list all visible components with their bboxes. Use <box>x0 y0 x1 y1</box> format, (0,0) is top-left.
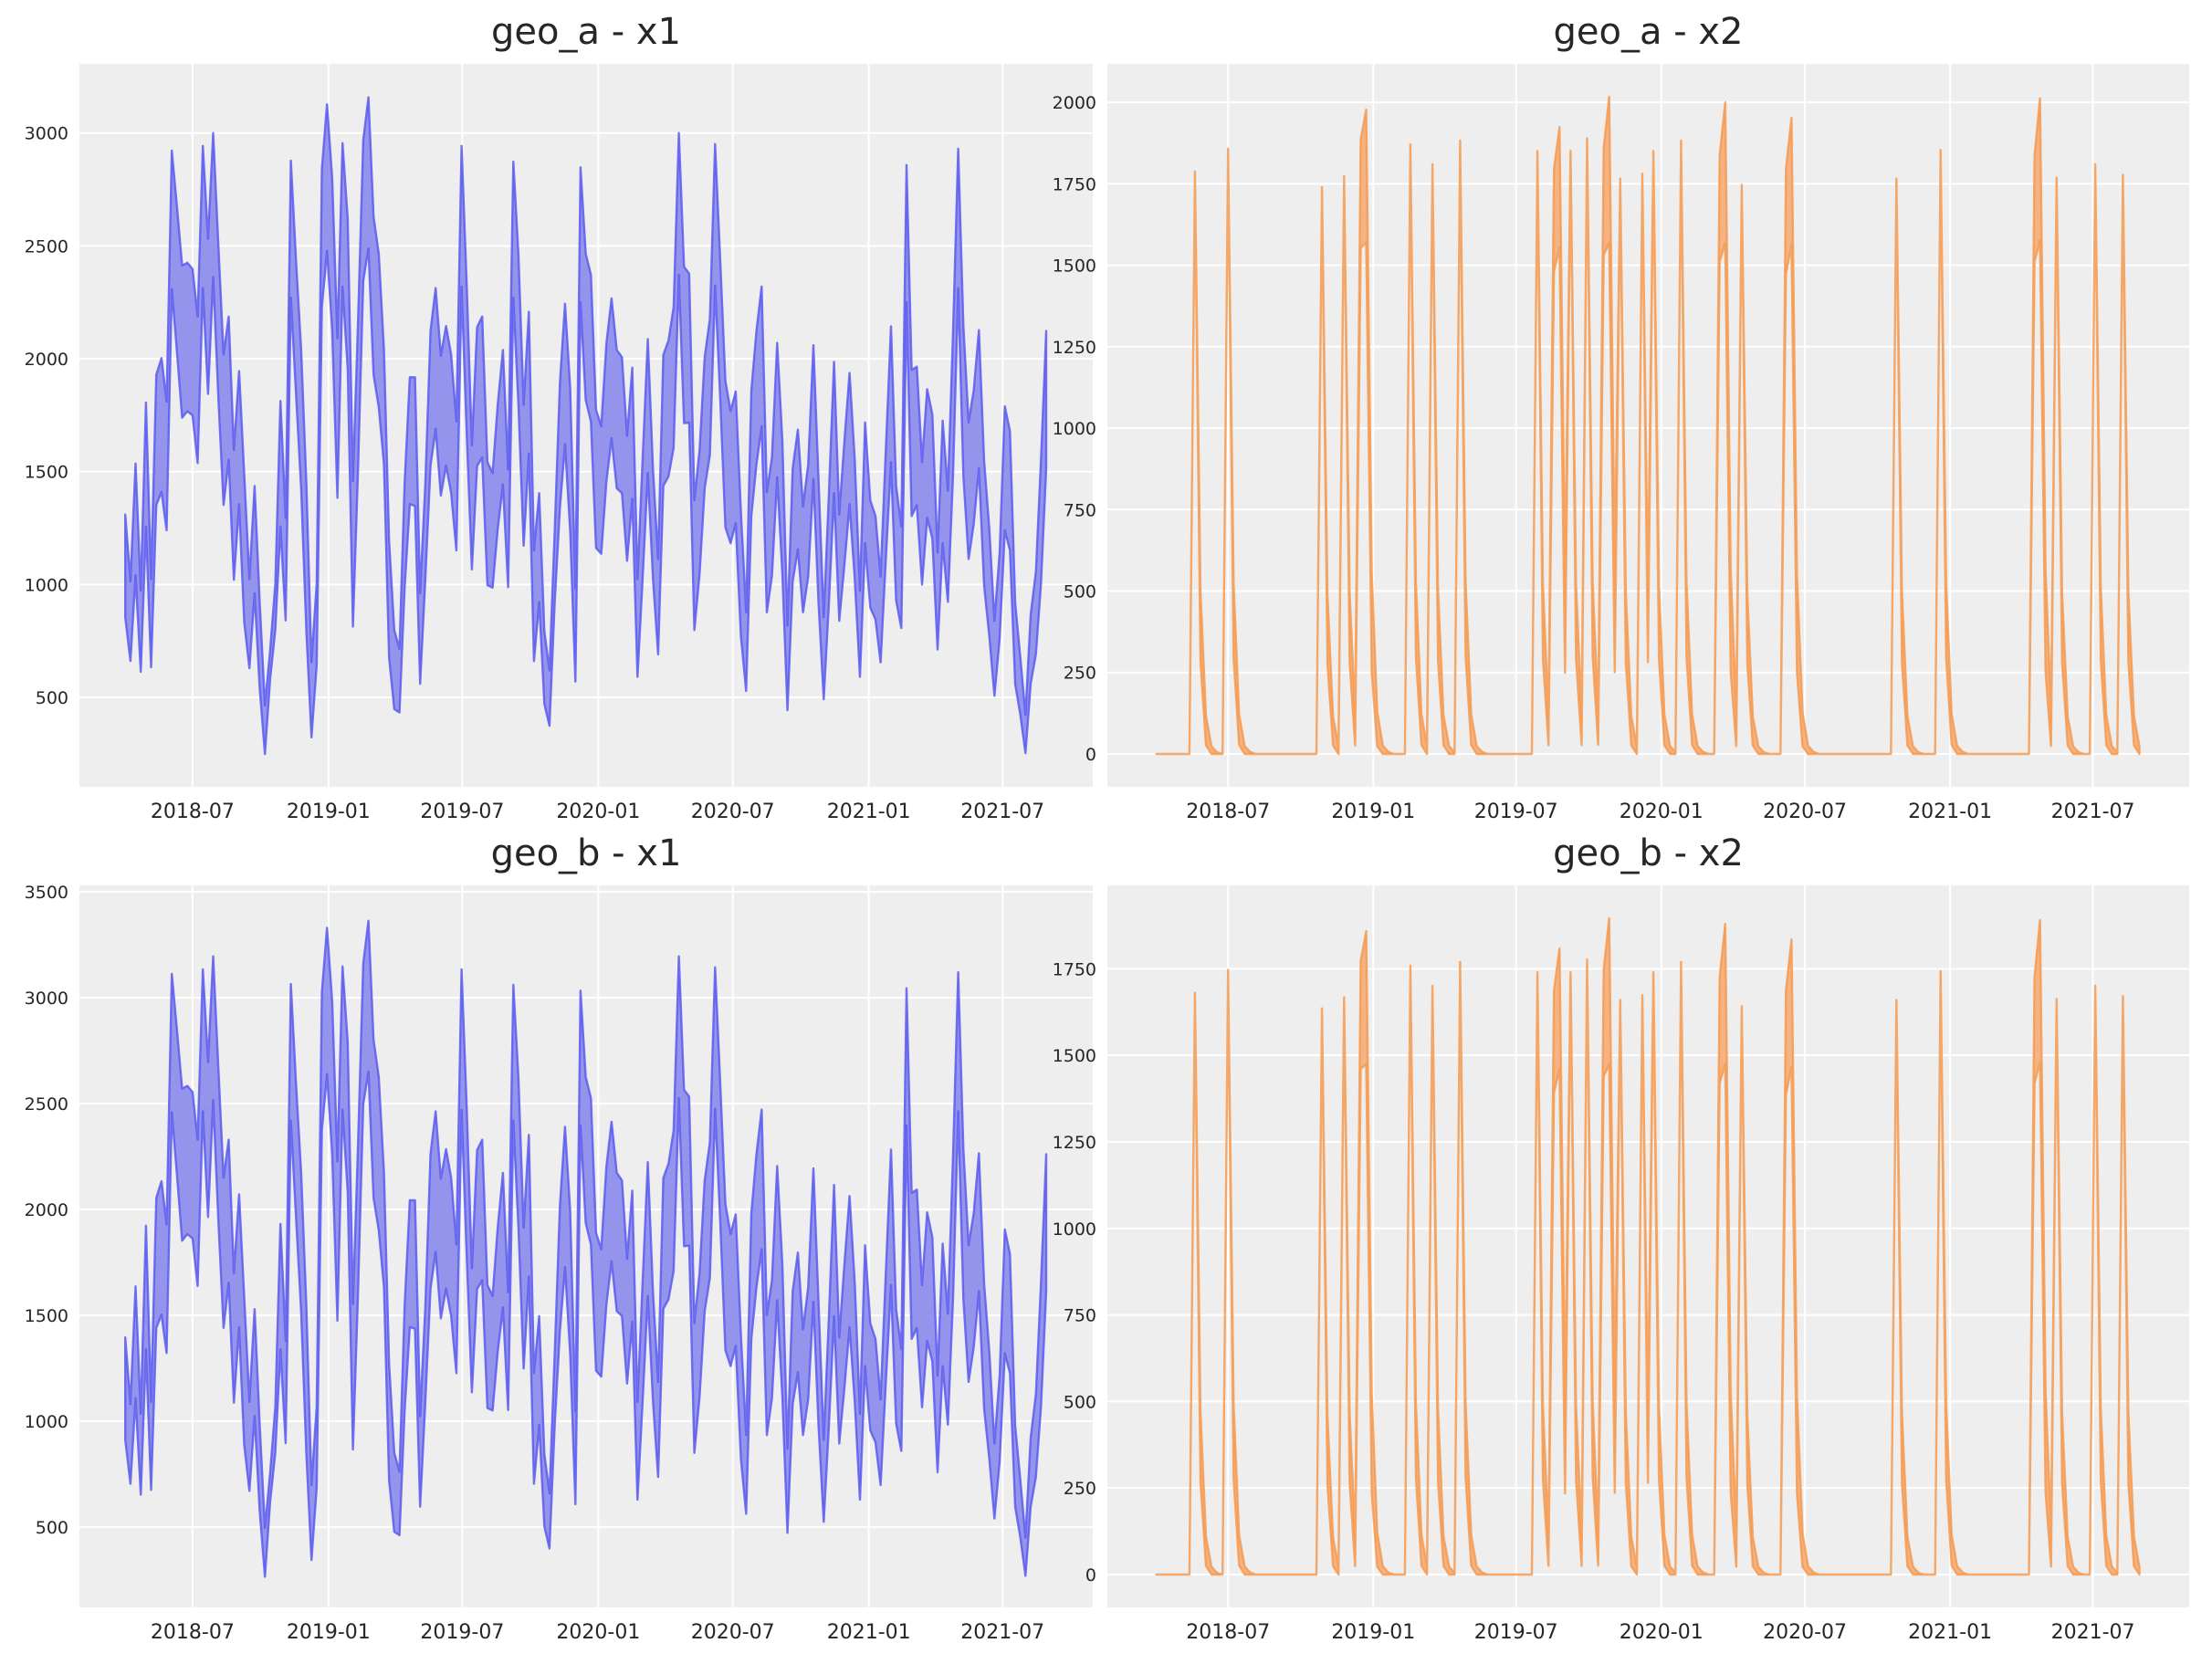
y-tick-label: 500 <box>36 688 68 708</box>
y-tick-label: 250 <box>1064 664 1096 684</box>
credible-interval-band <box>124 919 1048 1578</box>
y-tick-label: 1500 <box>1053 256 1096 277</box>
y-tick-label: 1000 <box>1053 419 1096 439</box>
y-tick-label: 1250 <box>1053 338 1096 358</box>
x-tick-label: 2021-07 <box>960 801 1044 823</box>
x-tick-label: 2019-01 <box>287 1621 371 1644</box>
x-tick-label: 2019-07 <box>1474 1621 1558 1644</box>
x-tick-label: 2021-01 <box>1908 1621 1992 1644</box>
x-tick-label: 2020-01 <box>1620 801 1704 823</box>
subplot-title: geo_b - x2 <box>1553 832 1744 874</box>
y-tick-label: 250 <box>1064 1479 1096 1499</box>
x-tick-label: 2020-07 <box>1763 1621 1847 1644</box>
y-tick-label: 500 <box>36 1518 68 1538</box>
y-tick-label: 2000 <box>25 1200 68 1220</box>
x-tick-label: 2020-01 <box>556 1621 640 1644</box>
x-tick-label: 2021-01 <box>827 1621 911 1644</box>
x-tick-label: 2020-01 <box>1620 1621 1704 1644</box>
y-tick-label: 1500 <box>25 1306 68 1326</box>
x-tick-label: 2018-07 <box>1186 801 1270 823</box>
x-tick-label: 2019-01 <box>1331 801 1415 823</box>
x-tick-label: 2018-07 <box>151 1621 235 1644</box>
y-tick-label: 1000 <box>25 1412 68 1432</box>
x-tick-label: 2020-07 <box>1763 801 1847 823</box>
x-tick-label: 2021-07 <box>2051 801 2135 823</box>
x-tick-label: 2021-01 <box>827 801 911 823</box>
y-tick-label: 1000 <box>25 575 68 595</box>
x-tick-label: 2019-01 <box>1331 1621 1415 1644</box>
y-tick-label: 2000 <box>1053 93 1096 113</box>
x-tick-label: 2020-07 <box>691 801 775 823</box>
y-tick-label: 2000 <box>25 350 68 370</box>
x-tick-label: 2021-07 <box>960 1621 1044 1644</box>
y-tick-label: 1250 <box>1053 1133 1096 1153</box>
x-tick-label: 2019-01 <box>287 801 371 823</box>
y-tick-label: 500 <box>1064 1392 1096 1412</box>
y-tick-label: 0 <box>1085 1565 1096 1586</box>
x-tick-label: 2018-07 <box>151 801 235 823</box>
credible-interval-band <box>1155 95 2141 756</box>
y-tick-label: 3000 <box>25 124 68 144</box>
subplot-geo-b-x2: geo_b - x2 0 250 500 750 1000 1250 1500 1750 201… <box>1053 832 2189 1644</box>
subplot-title: geo_a - x1 <box>491 11 681 53</box>
y-tick-label: 3500 <box>25 883 68 903</box>
subplot-title: geo_b - x1 <box>491 832 682 874</box>
y-tick-label: 1500 <box>25 463 68 483</box>
y-tick-label: 750 <box>1064 1306 1096 1326</box>
x-tick-label: 2019-07 <box>1474 801 1558 823</box>
credible-interval-band <box>124 96 1048 756</box>
x-tick-label: 2021-07 <box>2051 1621 2135 1644</box>
subplot-geo-a-x1: geo_a - x1 500100015002000250030002018-0… <box>25 11 1093 823</box>
x-tick-label: 2020-01 <box>556 801 640 823</box>
y-tick-label: 750 <box>1064 500 1096 520</box>
y-tick-label: 2500 <box>25 236 68 256</box>
y-tick-label: 1500 <box>1053 1046 1096 1066</box>
y-tick-label: 3000 <box>25 989 68 1009</box>
y-tick-label: 1750 <box>1053 959 1096 979</box>
y-tick-label: 500 <box>1064 581 1096 602</box>
x-tick-label: 2018-07 <box>1186 1621 1270 1644</box>
x-tick-label: 2019-07 <box>420 801 504 823</box>
subplot-geo-b-x1: geo_b - x1 50010001500200025003000350020… <box>25 832 1093 1644</box>
y-tick-label: 1750 <box>1053 174 1096 194</box>
y-tick-label: 2500 <box>25 1094 68 1115</box>
x-tick-label: 2019-07 <box>420 1621 504 1644</box>
y-tick-label: 1000 <box>1053 1219 1096 1240</box>
axes-background <box>1107 885 2189 1607</box>
credible-interval-band <box>1155 916 2141 1576</box>
axes-background <box>1107 64 2189 787</box>
x-tick-label: 2021-01 <box>1908 801 1992 823</box>
subplot-geo-a-x2: geo_a - x2 0 250 500 750 1000 1250 1500 1750 200… <box>1053 11 2189 823</box>
x-tick-label: 2020-07 <box>691 1621 775 1644</box>
y-tick-label: 0 <box>1085 745 1096 765</box>
subplot-title: geo_a - x2 <box>1554 11 1744 53</box>
